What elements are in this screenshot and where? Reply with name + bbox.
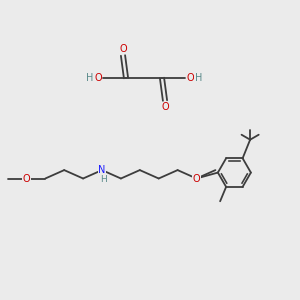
Text: O: O	[94, 73, 102, 83]
Text: N: N	[98, 165, 106, 175]
Text: H: H	[86, 73, 93, 83]
Text: H: H	[100, 175, 106, 184]
Text: H: H	[195, 73, 202, 83]
Text: O: O	[161, 102, 169, 112]
Text: O: O	[193, 173, 200, 184]
Text: O: O	[22, 173, 30, 184]
Text: O: O	[186, 73, 194, 83]
Text: O: O	[119, 44, 127, 54]
